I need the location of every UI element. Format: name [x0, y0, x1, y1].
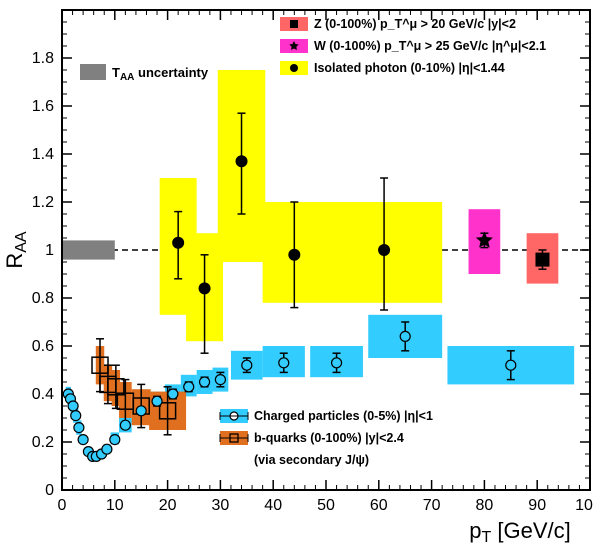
- svg-text:20: 20: [159, 497, 177, 514]
- svg-text:1.6: 1.6: [32, 98, 54, 115]
- svg-text:TAA uncertainty: TAA uncertainty: [112, 65, 209, 83]
- svg-text:Z (0-100%) p_T^μ > 20 GeV/c: Z (0-100%) p_T^μ > 20 GeV/c |y|<2: [314, 17, 516, 31]
- svg-text:pT [GeV/c]: pT [GeV/c]: [469, 518, 571, 546]
- svg-text:1.4: 1.4: [32, 146, 54, 163]
- svg-text:10: 10: [106, 497, 124, 514]
- svg-text:1: 1: [45, 242, 54, 259]
- svg-text:0.8: 0.8: [32, 290, 54, 307]
- svg-text:60: 60: [370, 497, 388, 514]
- svg-text:Charged particles (0-5%): Charged particles (0-5%) |η|<1: [254, 409, 433, 423]
- svg-text:10: 10: [575, 497, 593, 514]
- svg-text:30: 30: [212, 497, 230, 514]
- svg-text:0.6: 0.6: [32, 338, 54, 355]
- svg-text:W (0-100%) p_T^μ > 25 GeV/c: W (0-100%) p_T^μ > 25 GeV/c |η^μ|<2.1: [314, 39, 546, 53]
- svg-text:0: 0: [45, 482, 54, 499]
- svg-text:0.4: 0.4: [32, 386, 54, 403]
- svg-text:70: 70: [423, 497, 441, 514]
- svg-text:0.2: 0.2: [32, 434, 54, 451]
- svg-text:50: 50: [317, 497, 335, 514]
- svg-text:80: 80: [476, 497, 494, 514]
- svg-text:90: 90: [528, 497, 546, 514]
- svg-text:0: 0: [58, 497, 67, 514]
- svg-text:RAA: RAA: [2, 231, 30, 269]
- svg-text:40: 40: [264, 497, 282, 514]
- svg-text:1.2: 1.2: [32, 194, 54, 211]
- raa-chart: 01020304050607080901000.20.40.60.811.21.…: [0, 0, 598, 558]
- svg-text:b-quarks (0-100%): b-quarks (0-100%) |y|<2.4: [254, 431, 404, 445]
- svg-text:1.8: 1.8: [32, 50, 54, 67]
- svg-text:(via secondary J/ψ): (via secondary J/ψ): [254, 453, 369, 467]
- svg-text:Isolated photon (0-10%): Isolated photon (0-10%) |η|<1.44: [314, 61, 505, 75]
